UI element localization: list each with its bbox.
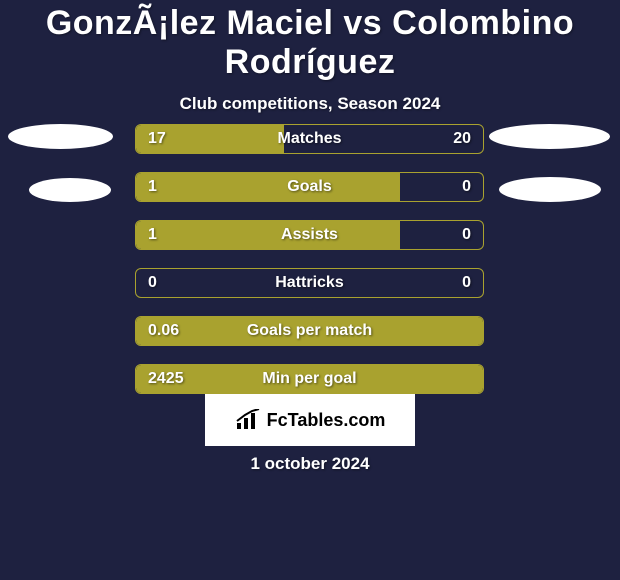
comparison-infographic: GonzÃ¡lez Maciel vs Colombino Rodríguez … xyxy=(0,0,620,580)
stat-row: Assists1 0 xyxy=(135,220,484,250)
subtitle: Club competitions, Season 2024 xyxy=(0,94,620,114)
logo-text: FcTables.com xyxy=(267,410,386,431)
stat-value-left: 1 xyxy=(148,173,157,201)
stat-row: Goals1 0 xyxy=(135,172,484,202)
stat-label: Assists xyxy=(136,221,483,249)
stat-value-left: 1 xyxy=(148,221,157,249)
stat-value-left: 17 xyxy=(148,125,166,153)
decorative-ellipse xyxy=(29,178,111,202)
stat-label: Goals per match xyxy=(136,317,483,345)
stat-label: Matches xyxy=(136,125,483,153)
stat-label: Goals xyxy=(136,173,483,201)
stat-row: Matches17 20 xyxy=(135,124,484,154)
decorative-ellipse xyxy=(499,177,601,202)
stat-value-right: 20 xyxy=(453,125,471,153)
stat-row: Min per goal2425 xyxy=(135,364,484,394)
chart-icon xyxy=(235,409,261,431)
stat-row: Goals per match0.06 xyxy=(135,316,484,346)
page-title: GonzÃ¡lez Maciel vs Colombino Rodríguez xyxy=(0,0,620,82)
stat-value-right: 0 xyxy=(462,269,471,297)
stat-label: Min per goal xyxy=(136,365,483,393)
stat-row: Hattricks0 0 xyxy=(135,268,484,298)
stats-block: Matches1720Goals10Assists10Hattricks00Go… xyxy=(135,124,484,412)
stat-label: Hattricks xyxy=(136,269,483,297)
decorative-ellipse xyxy=(8,124,113,149)
stat-value-right: 0 xyxy=(462,173,471,201)
stat-value-left: 0.06 xyxy=(148,317,179,345)
date-text: 1 october 2024 xyxy=(0,454,620,474)
stat-value-left: 2425 xyxy=(148,365,184,393)
logo-box: FcTables.com xyxy=(205,394,415,446)
stat-value-right: 0 xyxy=(462,221,471,249)
decorative-ellipse xyxy=(489,124,610,149)
stat-value-left: 0 xyxy=(148,269,157,297)
